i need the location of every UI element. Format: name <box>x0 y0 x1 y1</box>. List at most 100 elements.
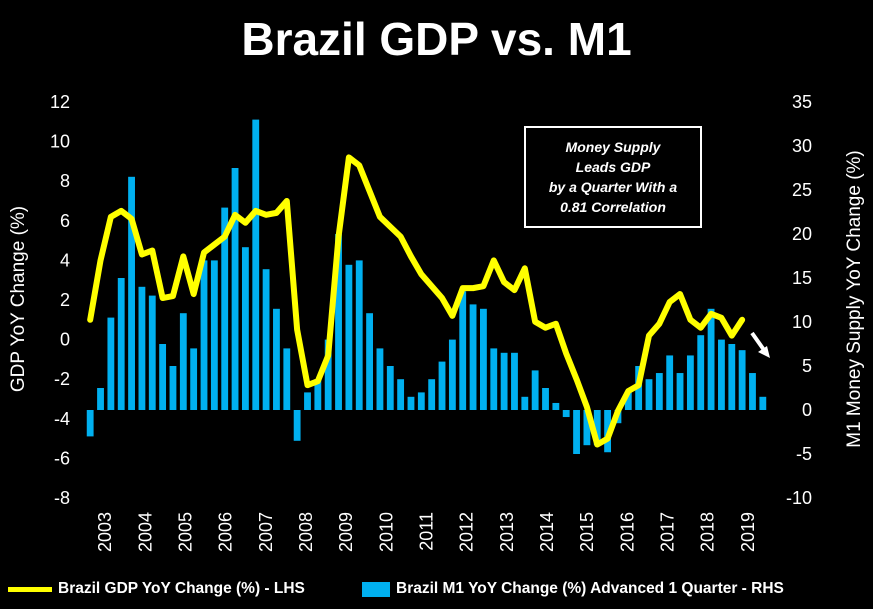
right-axis-title: M1 Money Supply YoY Change (%) <box>844 150 865 448</box>
left-tick-label: 0 <box>60 330 70 350</box>
right-tick-label: 0 <box>802 400 812 420</box>
m1-bar <box>252 119 260 410</box>
m1-bar <box>221 207 229 410</box>
m1-bar <box>552 402 560 410</box>
m1-bar <box>407 396 415 410</box>
right-tick-label: 35 <box>792 92 812 112</box>
m1-bar <box>676 373 684 410</box>
legend-item-gdp: Brazil GDP YoY Change (%) - LHS <box>8 580 305 598</box>
m1-bar <box>490 348 498 410</box>
m1-bar <box>159 344 167 410</box>
m1-bar <box>86 410 94 437</box>
m1-bar <box>718 339 725 410</box>
right-axis-ticks: 35 30 25 20 15 10 5 0 -5 -10 <box>786 92 812 508</box>
m1-bar <box>97 388 104 410</box>
legend-label-m1: Brazil M1 YoY Change (%) Advanced 1 Quar… <box>396 580 784 597</box>
right-tick-label: -10 <box>786 488 812 508</box>
left-axis-ticks: 12 10 8 6 4 2 0 -2 -4 -6 -8 <box>50 92 70 508</box>
m1-bar <box>386 366 394 410</box>
m1-bar <box>686 355 694 410</box>
right-tick-label: 25 <box>792 180 812 200</box>
m1-bar <box>697 335 705 410</box>
x-tick-label: 2015 <box>577 512 597 552</box>
annotation-line: 0.81 Correlation <box>560 199 666 215</box>
right-tick-label: 30 <box>792 136 812 156</box>
x-tick-label: 2012 <box>457 512 477 552</box>
m1-bar <box>749 373 756 410</box>
m1-bar <box>376 348 384 410</box>
x-tick-label: 2011 <box>417 512 437 551</box>
left-tick-label: 2 <box>60 290 70 310</box>
left-tick-label: 12 <box>50 92 70 112</box>
legend-item-m1: Brazil M1 YoY Change (%) Advanced 1 Quar… <box>362 580 784 598</box>
x-tick-label: 2019 <box>738 512 758 552</box>
m1-bar <box>117 278 125 410</box>
m1-bar <box>448 339 456 410</box>
right-tick-label: 15 <box>792 268 812 288</box>
m1-bar <box>480 308 487 410</box>
x-tick-label: 2013 <box>497 512 517 552</box>
m1-bar <box>210 260 218 410</box>
m1-bar <box>138 286 146 410</box>
m1-bar <box>542 388 549 410</box>
chart-title: Brazil GDP vs. M1 <box>241 13 632 65</box>
x-axis-ticks: 2003 2004 2005 2006 2007 2008 2009 2010 2011 2012… <box>95 512 758 552</box>
m1-bar <box>573 410 580 454</box>
left-tick-label: -6 <box>54 448 70 468</box>
m1-bar <box>562 410 570 418</box>
left-tick-label: -8 <box>54 488 70 508</box>
left-axis-title: GDP YoY Change (%) <box>8 206 29 392</box>
m1-bar <box>241 247 249 410</box>
x-tick-label: 2005 <box>175 512 195 552</box>
x-tick-label: 2017 <box>658 512 678 552</box>
m1-bar <box>593 410 601 446</box>
m1-bar <box>283 348 291 410</box>
right-tick-label: -5 <box>796 444 812 464</box>
m1-bar <box>148 295 156 410</box>
m1-bar <box>324 339 332 410</box>
m1-bar <box>417 392 425 410</box>
legend-label-gdp: Brazil GDP YoY Change (%) - LHS <box>58 580 305 597</box>
annotation-box: Money Supply Leads GDP by a Quarter With… <box>524 126 702 228</box>
m1-bar <box>293 410 301 441</box>
legend-line-swatch <box>8 586 52 592</box>
m1-bar <box>314 379 322 410</box>
down-arrow-icon <box>750 331 770 358</box>
m1-bar <box>438 361 446 410</box>
m1-bar <box>345 264 353 410</box>
annotation-line: Leads GDP <box>575 159 651 175</box>
legend: Brazil GDP YoY Change (%) - LHS Brazil M… <box>0 580 873 606</box>
annotation-line: by a Quarter With a <box>548 179 678 195</box>
m1-bar <box>655 373 663 410</box>
right-tick-label: 20 <box>792 224 812 244</box>
m1-bar <box>583 410 591 446</box>
x-tick-label: 2014 <box>537 512 557 552</box>
m1-bar <box>128 176 135 410</box>
gdp-line-series <box>87 154 746 448</box>
left-tick-label: 4 <box>60 250 70 270</box>
left-tick-label: -4 <box>54 409 70 429</box>
m1-bar <box>107 317 115 410</box>
m1-bar <box>428 379 436 410</box>
m1-bar <box>335 234 342 410</box>
m1-bar <box>355 260 363 410</box>
m1-bar <box>521 396 529 410</box>
left-tick-label: 10 <box>50 132 70 152</box>
m1-bar <box>366 313 373 410</box>
m1-bar <box>511 352 518 410</box>
m1-bar <box>531 370 539 410</box>
m1-bar <box>273 308 280 410</box>
legend-bar-swatch <box>362 581 390 597</box>
m1-bar <box>707 308 715 410</box>
m1-bars-series <box>86 119 767 454</box>
left-tick-label: -2 <box>54 369 70 389</box>
x-tick-label: 2009 <box>336 512 356 552</box>
m1-bar <box>728 344 736 410</box>
m1-bar <box>459 291 467 410</box>
m1-bar <box>190 348 198 410</box>
x-tick-label: 2003 <box>95 512 115 552</box>
m1-bar <box>645 379 653 410</box>
x-tick-label: 2018 <box>698 512 718 552</box>
m1-bar <box>231 168 239 410</box>
